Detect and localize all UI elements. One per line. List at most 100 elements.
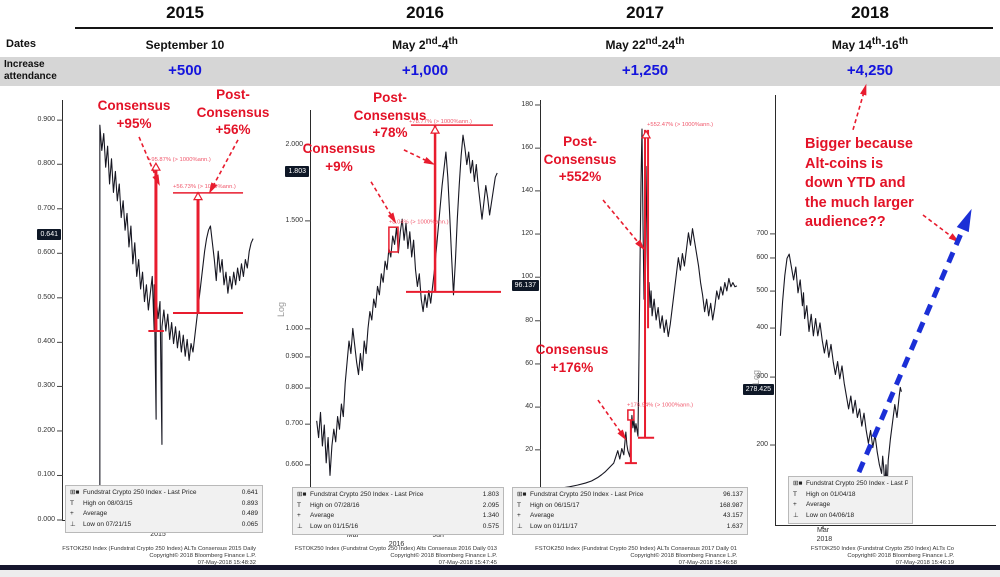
chart-2018-footer: FSTOK250 Index (Fundstrat Crypto 250 Ind… <box>810 546 954 567</box>
low-marker-icon: ⊥ <box>70 520 76 528</box>
y-tick-label: 2.000 <box>285 140 303 148</box>
annotation-marker-icon <box>150 161 161 171</box>
date-2017: May 22nd-24th <box>605 36 685 52</box>
legend-row: ⊞■ Fundstrat Crypto 250 Index - Last P <box>793 479 908 490</box>
y-tick-label: 600 <box>756 253 768 261</box>
date-2016: May 2nd-4th <box>392 36 458 52</box>
y-tick-label: 180 <box>521 100 533 108</box>
header-divider <box>75 27 993 29</box>
chart-2017-legend: ⊞■ Fundstrat Crypto 250 Index - Last Pric… <box>512 487 748 535</box>
annotation-arrow <box>852 87 866 131</box>
high-marker-icon: T <box>793 490 797 498</box>
price-line <box>316 134 498 476</box>
year-header-2018: 2018 <box>851 3 889 22</box>
log-scale-label: Log <box>751 369 761 385</box>
arrowhead-icon <box>387 212 397 224</box>
y-tick-label: 700 <box>756 229 768 237</box>
annotation-arrow <box>210 139 239 191</box>
legend-row: ⊥ Low on 01/15/16 0.575 <box>297 522 499 533</box>
series-swatch-icon: ⊞■ <box>793 480 803 487</box>
y-tick-label: 160 <box>521 144 533 152</box>
dates-row-label: Dates <box>6 38 36 50</box>
annotation-consensus-2015: Consensus +95% <box>97 98 171 131</box>
annotation-marker-icon <box>430 124 441 134</box>
legend-row: T High on 07/28/16 2.095 <box>297 501 499 512</box>
last-price-badge: 96.137 <box>511 279 539 291</box>
y-tick-label: 0.200 <box>37 426 55 434</box>
annotation-arrow <box>403 149 432 164</box>
low-marker-icon: ⊥ <box>297 522 303 530</box>
chart-2015-legend: ⊞■ Fundstrat Crypto 250 Index - Last Pric… <box>65 485 263 533</box>
attendance-2015: +500 <box>168 62 202 79</box>
y-tick-label: 0.500 <box>37 293 55 301</box>
log-scale-label: Log <box>276 301 286 317</box>
annotation-arrow <box>370 181 395 221</box>
annotation-arrow <box>856 216 971 474</box>
chart-2016-footer: FSTOK250 Index (Fundstrat Crypto 250 Ind… <box>294 546 497 567</box>
bottom-strip <box>0 570 1000 577</box>
annotation-consensus-2016: Consensus +9% <box>302 141 376 174</box>
average-marker-icon: + <box>793 501 797 508</box>
high-marker-icon: T <box>297 501 301 509</box>
chart-2016-legend: ⊞■ Fundstrat Crypto 250 Index - Last Pric… <box>292 487 504 535</box>
arrowhead-icon <box>860 83 867 96</box>
legend-row: T High on 06/15/17 168.987 <box>517 501 743 512</box>
plot-svg: +95.87% (> 1000%ann.) +56.73% (> 1000%ann… <box>57 119 254 524</box>
y-tick-label: 40 <box>525 403 533 411</box>
arrowhead-icon <box>423 157 436 165</box>
y-tick-label: 0.400 <box>37 338 55 346</box>
chart-2015-footer: FSTOK250 Index (Fundstrat Crypto 250 Ind… <box>62 546 256 567</box>
y-tick-label: 20 <box>525 445 533 453</box>
price-line <box>99 124 254 491</box>
annotation-arrow <box>138 136 159 183</box>
legend-row: + Average 1.340 <box>297 511 499 522</box>
last-price-badge: 278.425 <box>742 383 774 395</box>
annotation-arrow <box>597 399 625 438</box>
year-header-2015: 2015 <box>166 3 204 22</box>
y-tick-label: 120 <box>521 230 533 238</box>
series-swatch-icon: ⊞■ <box>517 491 527 498</box>
attendance-row-band <box>0 57 1000 86</box>
plot-svg: +552.47% (> 1000%ann.) +176.94% (> 1000%a… <box>535 104 738 519</box>
attendance-2016: +1,000 <box>401 62 449 79</box>
annotation-bigger-because-2018: Bigger because Alt-coins is down YTD and… <box>805 136 914 231</box>
y-tick-label: 0.800 <box>37 160 55 168</box>
y-tick-label: 0.800 <box>285 384 303 392</box>
y-tick-label: 500 <box>756 287 768 295</box>
legend-row: + Average 0.489 <box>70 509 258 520</box>
y-tick-label: 0.600 <box>285 460 303 468</box>
attendance-2017: +1,250 <box>621 62 669 79</box>
legend-row: ⊞■ Fundstrat Crypto 250 Index - Last Pric… <box>517 490 743 501</box>
chart-2018: 700 600 500 400 300 200 Mar 2018 278.425 Log Big… <box>742 83 1000 570</box>
annotation-pct-label: +56.73% (> 1000%ann.) <box>173 184 236 190</box>
annotation-pct-label: +176.94% (> 1000%ann.) <box>627 402 693 408</box>
year-header-2017: 2017 <box>626 3 664 22</box>
price-line <box>779 253 902 492</box>
legend-row: ⊞■ Fundstrat Crypto 250 Index - Last Pric… <box>70 488 258 499</box>
y-tick-label: 80 <box>525 316 533 324</box>
annotation-post-consensus-2015: Post- Consensus +56% <box>196 87 270 138</box>
chart-2016: +78.77% (> 1000%ann.) +8.04% (> 1000%ann.… <box>260 85 505 570</box>
high-marker-icon: T <box>517 501 521 509</box>
chart-2017: +552.47% (> 1000%ann.) +176.94% (> 1000%a… <box>505 85 748 570</box>
annotation-pct-label: +95.87% (> 1000%ann.) <box>148 157 211 163</box>
annotation-arrow <box>602 199 643 248</box>
chart-2018-plot-area: 700 600 500 400 300 200 Mar 2018 278.425 <box>742 83 996 543</box>
y-tick-label: 60 <box>525 359 533 367</box>
series-swatch-icon: ⊞■ <box>70 489 80 496</box>
last-price-badge: 0.641 <box>37 228 61 240</box>
average-marker-icon: + <box>297 512 301 519</box>
annotation-post-consensus-2016: Post- Consensus +78% <box>353 90 427 141</box>
y-tick-label: 0.700 <box>285 420 303 428</box>
x-tick-label: Jun <box>432 532 444 539</box>
date-2018: May 14th-16th <box>831 36 909 52</box>
annotation-pct-label: +552.47% (> 1000%ann.) <box>647 122 713 128</box>
annotation-marker-icon <box>192 191 204 201</box>
y-tick-label: 100 <box>521 273 533 281</box>
average-marker-icon: + <box>517 512 521 519</box>
x-tick-label: 2016 <box>388 541 405 548</box>
arrowhead-icon <box>152 174 160 187</box>
y-tick-label: 0.900 <box>37 116 55 124</box>
annotation-box <box>627 409 635 421</box>
